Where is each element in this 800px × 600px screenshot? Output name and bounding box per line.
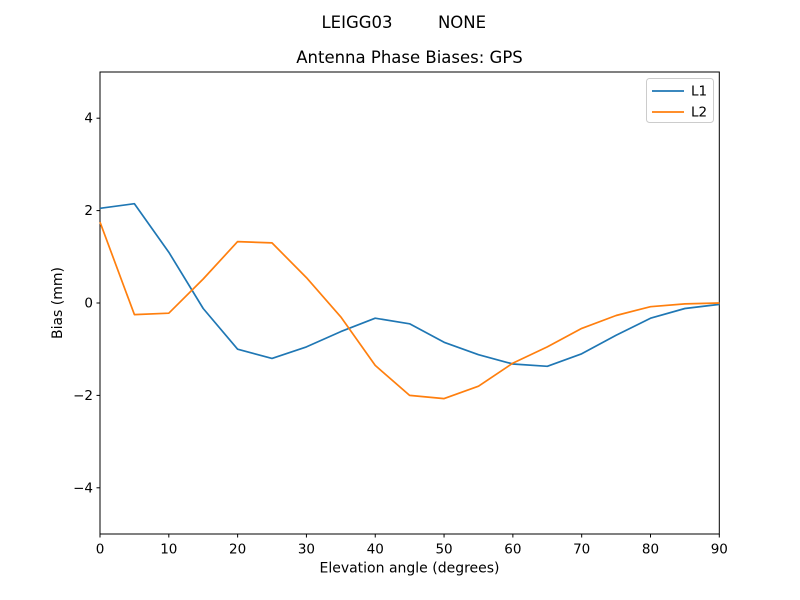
x-tick-label: 60	[504, 542, 521, 558]
legend-label-l2: L2	[691, 105, 707, 121]
x-tick-label: 70	[573, 542, 590, 558]
y-tick-label: 4	[84, 111, 93, 127]
y-axis-label: Bias (mm)	[50, 267, 66, 339]
y-tick-label: 0	[84, 296, 93, 312]
x-tick-label: 20	[229, 542, 246, 558]
series-line-L2	[99, 221, 720, 400]
y-tick-label: −2	[73, 388, 93, 404]
chart-title: Antenna Phase Biases: GPS	[296, 48, 523, 67]
x-tick-label: 40	[367, 542, 384, 558]
figure-suptitle-radome: NONE	[438, 13, 486, 32]
x-tick-label: 50	[435, 542, 452, 558]
x-tick-label: 0	[96, 542, 105, 558]
plot-area	[99, 71, 720, 535]
series-line-L1	[99, 202, 720, 368]
legend: L1 L2	[646, 78, 714, 123]
series-lines	[99, 202, 720, 400]
x-tick-label: 10	[160, 542, 177, 558]
legend-label-l1: L1	[691, 84, 707, 100]
y-tick-label: 2	[84, 203, 93, 219]
x-tick-label: 90	[711, 542, 728, 558]
x-tick-label: 30	[298, 542, 315, 558]
x-axis-label: Elevation angle (degrees)	[319, 561, 499, 577]
axis-ticks: 0 10 20 30 40 50 60 70 80 90 −4 −2 0 2 4	[73, 111, 728, 558]
x-tick-label: 80	[642, 542, 659, 558]
y-tick-label: −4	[73, 480, 93, 496]
figure-suptitle-station: LEIGG03	[321, 13, 392, 32]
